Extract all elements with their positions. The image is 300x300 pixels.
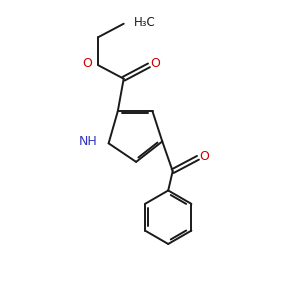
Text: NH: NH <box>79 135 97 148</box>
Text: O: O <box>151 57 160 70</box>
Text: O: O <box>200 150 209 163</box>
Text: O: O <box>82 57 92 70</box>
Text: H₃C: H₃C <box>134 16 156 29</box>
